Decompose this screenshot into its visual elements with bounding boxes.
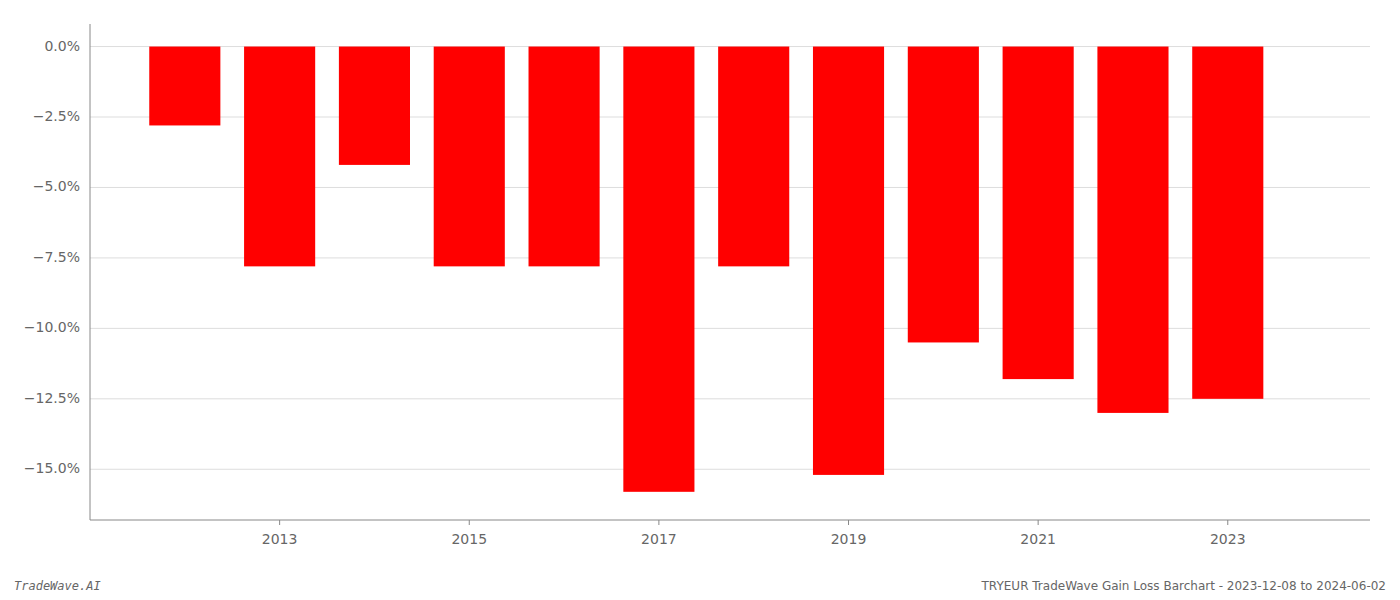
y-axis-line	[90, 24, 91, 520]
bar	[813, 47, 884, 475]
y-tick-label: −7.5%	[33, 249, 80, 265]
y-tick-label: −2.5%	[33, 108, 80, 124]
x-tick-label: 2023	[1210, 531, 1246, 547]
chart-svg: 0.0% −2.5% −5.0% −7.5% −10.0% −12.5% −15.0% 201…	[0, 0, 1400, 600]
y-tick-label: −10.0%	[24, 319, 80, 335]
x-tick	[469, 520, 470, 525]
x-tick	[848, 520, 849, 525]
x-tick	[658, 520, 659, 525]
bar	[1097, 47, 1168, 413]
grid-line	[90, 328, 1370, 329]
x-tick-label: 2021	[1020, 531, 1056, 547]
grid-line	[90, 469, 1370, 470]
x-tick-label: 2015	[451, 531, 487, 547]
x-tick	[1038, 520, 1039, 525]
bar	[623, 47, 694, 492]
y-grid	[90, 47, 1370, 470]
bar	[244, 47, 315, 267]
bar	[1003, 47, 1074, 380]
x-tick	[279, 520, 280, 525]
x-axis-line	[90, 520, 1370, 521]
bar	[529, 47, 600, 267]
y-tick-label: −12.5%	[24, 390, 80, 406]
y-tick-label: −15.0%	[24, 460, 80, 476]
bar	[1192, 47, 1263, 399]
bar	[339, 47, 410, 165]
x-tick	[1227, 520, 1228, 525]
y-tick-labels: 0.0% −2.5% −5.0% −7.5% −10.0% −12.5% −15.0%	[24, 38, 80, 477]
x-tick-label: 2017	[641, 531, 677, 547]
x-tick-label: 2013	[262, 531, 298, 547]
footer-right: TRYEUR TradeWave Gain Loss Barchart - 20…	[981, 579, 1386, 593]
bar	[718, 47, 789, 267]
y-tick-label: −5.0%	[33, 178, 80, 194]
grid-line	[90, 398, 1370, 399]
bar	[908, 47, 979, 343]
footer-left: TradeWave.AI	[14, 579, 101, 593]
chart-container: 0.0% −2.5% −5.0% −7.5% −10.0% −12.5% −15.0% 201…	[0, 0, 1400, 600]
bars	[149, 47, 1263, 492]
bar	[149, 47, 220, 126]
bar	[434, 47, 505, 267]
y-tick-label: 0.0%	[44, 38, 80, 54]
x-tick-label: 2019	[831, 531, 867, 547]
x-ticks: 2013 2015 2017 2019 2021 2023	[262, 520, 1246, 547]
